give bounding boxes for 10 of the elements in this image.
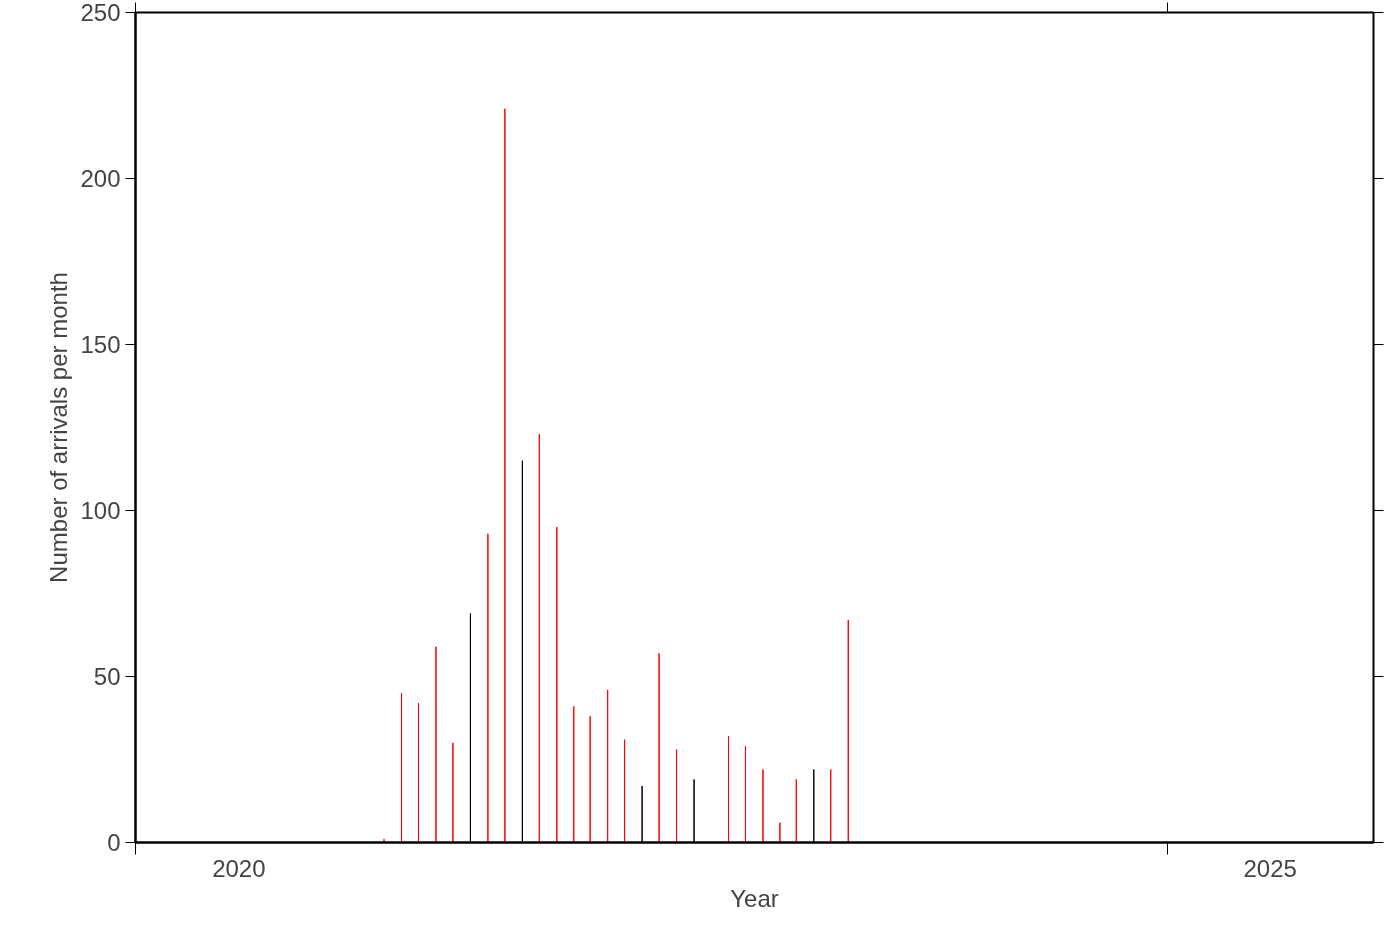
y-axis-title: Number of arrivals per month [45, 272, 73, 583]
y-tick-label: 50 [93, 663, 121, 690]
x-axis-title: Year [730, 884, 779, 912]
y-tick-label: 150 [80, 331, 121, 358]
y-tick-label: 200 [80, 165, 121, 192]
y-tick-label: 100 [80, 497, 121, 524]
y-tick-label: 250 [80, 0, 121, 26]
x-tick-label: 2025 [1243, 854, 1297, 882]
x-tick-label: 2020 [212, 854, 266, 882]
y-tick-label: 0 [107, 829, 121, 856]
